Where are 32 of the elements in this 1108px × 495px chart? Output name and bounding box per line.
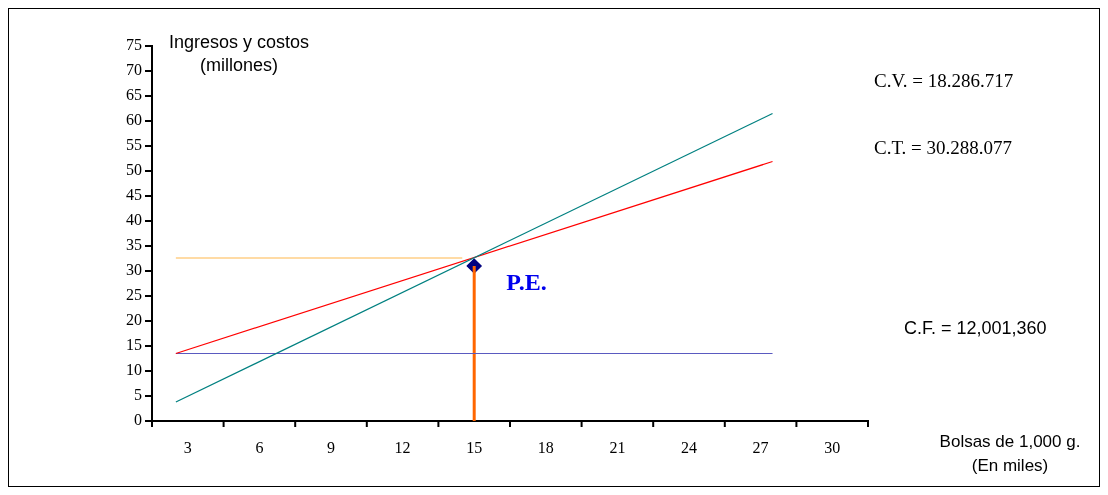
- x-tick-label: 30: [824, 438, 841, 456]
- y-tick-label: 20: [126, 311, 142, 329]
- x-tick-label: 15: [466, 438, 483, 456]
- x-tick-label: 18: [537, 438, 554, 456]
- y-tick-label: 65: [126, 86, 142, 104]
- y-tick-label: 45: [126, 186, 142, 204]
- y-tick-label: 35: [126, 236, 142, 254]
- x-tick-label: 21: [609, 438, 626, 456]
- y-tick-label: 55: [126, 136, 142, 154]
- x-tick-label: 3: [183, 438, 192, 456]
- x-tick-label: 12: [394, 438, 411, 456]
- text: C.V. = 18.286.717: [874, 69, 1014, 91]
- y-tick-label: 40: [126, 211, 142, 229]
- annotation: P.E.: [506, 269, 547, 296]
- y-tick-label: 15: [126, 336, 142, 354]
- y-tick-label: 5: [134, 386, 142, 404]
- x-axis-title: Bolsas de 1,000 g. (En miles): [939, 432, 1081, 476]
- x-tick-label: 6: [255, 438, 264, 456]
- x-tick-label: 27: [752, 438, 769, 456]
- y-tick-label: 25: [126, 286, 142, 304]
- y-tick-label: 30: [126, 261, 142, 279]
- y-tick-label: 75: [126, 36, 142, 54]
- y-tick-label: 60: [126, 111, 142, 129]
- text: C.F. = 12,001,360: [904, 317, 1047, 338]
- x-tick-label: 24: [681, 438, 697, 456]
- x-tick-label: 9: [327, 438, 335, 456]
- y-tick-label: 10: [126, 361, 142, 379]
- y-axis-title: Ingresos y costos (millones): [168, 31, 310, 75]
- y-tick-label: 70: [126, 61, 142, 79]
- text: C.T. = 30.288.077: [874, 136, 1013, 158]
- y-tick-label: 0: [134, 411, 142, 429]
- y-tick-label: 50: [126, 161, 142, 179]
